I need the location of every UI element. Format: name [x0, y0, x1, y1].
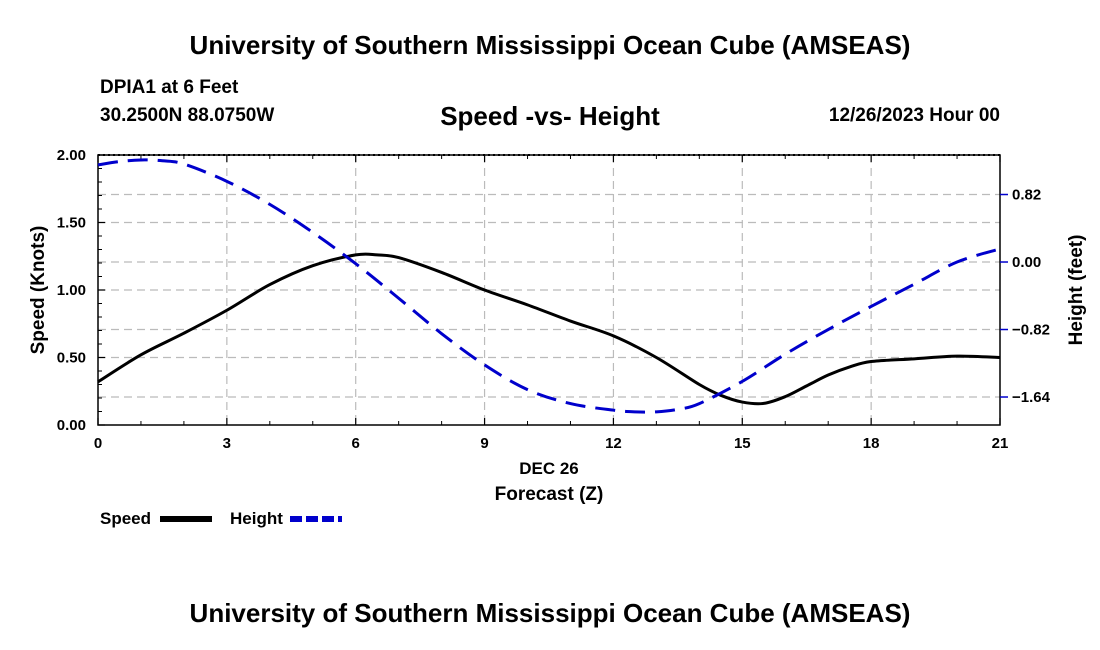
x-tick-label: 21 [992, 435, 1009, 452]
datetime-label: 12/26/2023 Hour 00 [828, 105, 1000, 126]
series-line-speed [97, 252, 1001, 406]
x-tick-label: 0 [94, 435, 102, 452]
y-left-tick-label: 0.00 [57, 417, 86, 434]
footer-title: University of Southern Mississippi Ocean… [189, 598, 911, 628]
y-right-tick-label: 0.00 [1012, 254, 1041, 271]
x-tick-label: 3 [223, 435, 231, 452]
station-label: DPIA1 at 6 Feet [100, 77, 239, 98]
x-tick-label: 15 [734, 435, 751, 452]
x-tick-label: 6 [352, 435, 360, 452]
coordinates-label: 30.2500N 88.0750W [100, 105, 275, 126]
x-tick-label: 18 [863, 435, 880, 452]
series-line-height [97, 158, 1001, 414]
y-left-tick-label: 1.00 [57, 282, 86, 299]
y-right-axis-title: Height (feet) [1066, 235, 1087, 346]
main-title: University of Southern Mississippi Ocean… [189, 30, 911, 60]
x-tick-label: 9 [480, 435, 488, 452]
legend-height-label: Height [230, 509, 283, 528]
y-left-tick-label: 0.50 [57, 350, 86, 367]
x-axis-title: Forecast (Z) [495, 484, 604, 505]
chart-title: Speed -vs- Height [440, 101, 660, 131]
y-left-tick-label: 2.00 [57, 147, 86, 164]
x-axis-date-label: DEC 26 [519, 459, 579, 478]
y-left-tick-label: 1.50 [57, 215, 86, 232]
y-left-axis-title: Speed (Knots) [28, 226, 49, 355]
y-right-tick-label: −0.82 [1012, 322, 1050, 339]
y-right-tick-label: 0.82 [1012, 187, 1041, 204]
x-tick-label: 12 [605, 435, 622, 452]
y-right-tick-label: −1.64 [1012, 389, 1051, 406]
legend-speed-label: Speed [100, 509, 152, 528]
